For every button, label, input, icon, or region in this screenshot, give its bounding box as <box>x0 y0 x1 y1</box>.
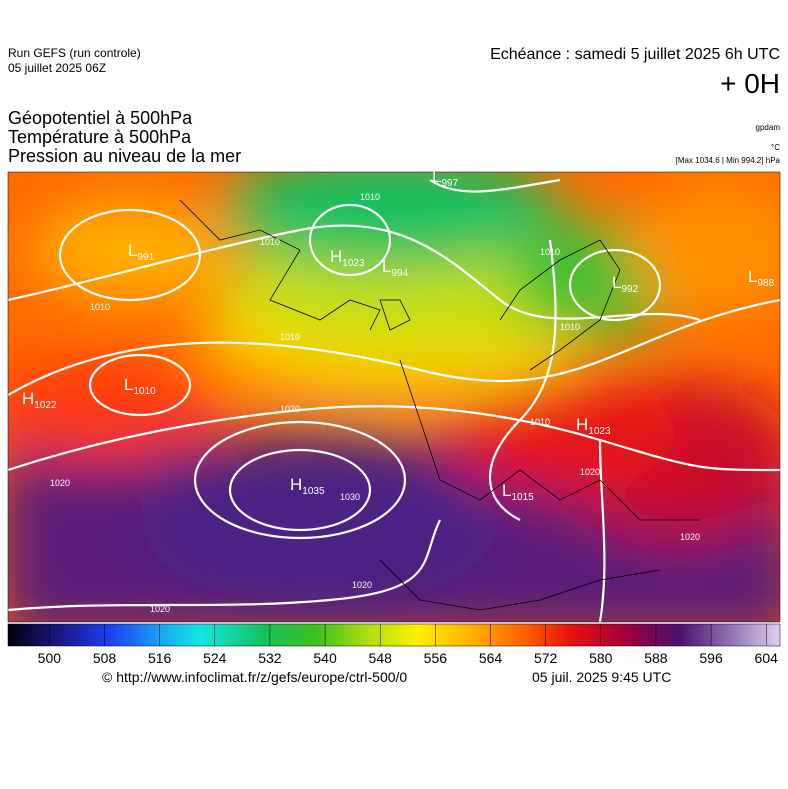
center-value: 1010 <box>133 386 156 397</box>
run: Run GEFS (run controle) <box>8 46 141 60</box>
colorbar-label: 564 <box>479 650 503 666</box>
field: Pression au niveau de la mer <box>8 146 242 166</box>
isobar-label: 1020 <box>50 478 70 488</box>
isobar-label: 1030 <box>340 492 360 502</box>
center-value: 1023 <box>342 258 365 269</box>
isobar-label: 1020 <box>280 404 300 414</box>
pressure-center: L994 <box>382 257 409 279</box>
field-raster <box>8 172 780 622</box>
pressure-center: L992 <box>612 273 639 295</box>
isobar-label: 1010 <box>560 322 580 332</box>
center-value: 997 <box>441 178 458 189</box>
isobar-label: 1010 <box>540 247 560 257</box>
colorbar-label: 556 <box>424 650 448 666</box>
pressure-center: H1023 <box>576 415 611 437</box>
center-letter: H <box>330 247 342 266</box>
pressure-center: L1015 <box>502 481 534 503</box>
center-letter: H <box>290 475 302 494</box>
center-letter: L <box>502 481 511 500</box>
pressure-center: L997 <box>432 167 459 189</box>
time: 05 juil. 2025 9:45 UTC <box>532 669 672 685</box>
pressure-center: L988 <box>748 267 775 289</box>
field: Température à 500hPa <box>8 127 192 147</box>
center-value: 1015 <box>511 492 534 503</box>
run-date: 05 juillet 2025 06Z <box>8 61 107 75</box>
center-value: 1023 <box>588 426 611 437</box>
pressure-center: H1022 <box>22 389 57 411</box>
pressure-center: H1035 <box>290 475 325 497</box>
center-letter: H <box>22 389 34 408</box>
center-letter: L <box>128 241 137 260</box>
colorbar-label: 604 <box>755 650 779 666</box>
colorbar-label: 532 <box>258 650 282 666</box>
isobar-label: 1020 <box>150 604 170 614</box>
center-letter: L <box>748 267 757 286</box>
unit: gpdam <box>755 123 780 132</box>
center-value: 991 <box>137 252 154 263</box>
center-letter: L <box>432 167 441 186</box>
center-value: 1035 <box>302 486 325 497</box>
center-value: 994 <box>391 268 408 279</box>
center-letter: H <box>576 415 588 434</box>
pressure-center: L1010 <box>124 375 156 397</box>
isobar-label: 1010 <box>260 237 280 247</box>
center-letter: L <box>382 257 391 276</box>
isobar-label: 1010 <box>90 302 110 312</box>
isobar-label: 1010 <box>530 417 550 427</box>
pressure-center: H1023 <box>330 247 365 269</box>
colorbar-label: 500 <box>38 650 62 666</box>
colorbar-label: 540 <box>313 650 337 666</box>
center-value: 988 <box>757 278 774 289</box>
center-value: 1022 <box>34 400 57 411</box>
colorbar-label: 524 <box>203 650 227 666</box>
unit: °C <box>771 143 780 152</box>
colorbar-label: 596 <box>699 650 723 666</box>
isobar-label: 1020 <box>352 580 372 590</box>
colorbar-label: 508 <box>93 650 117 666</box>
colorbar-label: 588 <box>644 650 668 666</box>
colorbar-label: 572 <box>534 650 558 666</box>
forecast: Echéance : samedi 5 juillet 2025 6h UTC <box>490 46 780 63</box>
unit: [Max 1034.6 | Min 994.2] hPa <box>675 156 780 165</box>
field: Géopotentiel à 500hPa <box>8 108 193 128</box>
lead-time: + 0H <box>720 68 780 99</box>
center-letter: L <box>612 273 621 292</box>
center-value: 992 <box>621 284 638 295</box>
colorbar <box>7 623 781 647</box>
colorbar-label: 580 <box>589 650 613 666</box>
source: © http://www.infoclimat.fr/z/gefs/europe… <box>102 669 408 685</box>
pressure-center: L991 <box>128 241 155 263</box>
isobar-label: 1010 <box>280 332 300 342</box>
isobar-label: 1020 <box>580 467 600 477</box>
isobar-label: 1020 <box>680 532 700 542</box>
colorbar-label: 548 <box>369 650 393 666</box>
center-letter: L <box>124 375 133 394</box>
colorbar-label: 516 <box>148 650 172 666</box>
isobar-label: 1010 <box>360 192 380 202</box>
